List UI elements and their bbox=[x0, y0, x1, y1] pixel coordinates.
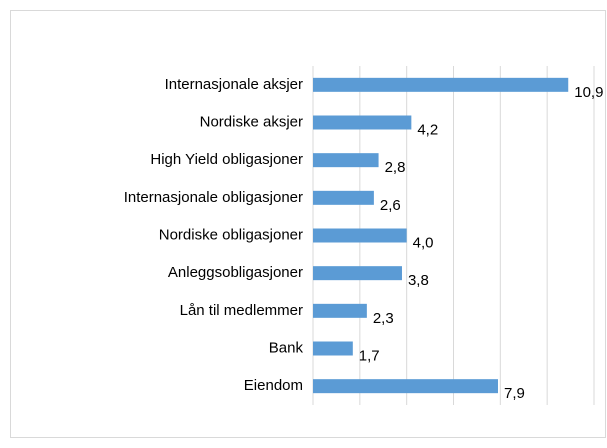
y-tick-label: Eiendom bbox=[244, 377, 303, 394]
bar bbox=[313, 77, 569, 92]
bar bbox=[313, 341, 353, 356]
y-tick-label: Internasjonale obligasjoner bbox=[124, 189, 303, 206]
bar bbox=[313, 266, 402, 281]
data-label: 2,8 bbox=[385, 159, 406, 176]
data-label: 4,2 bbox=[417, 121, 438, 138]
bar bbox=[313, 190, 374, 205]
y-tick-label: Nordiske obligasjoner bbox=[159, 226, 303, 243]
data-label: 1,7 bbox=[359, 347, 380, 364]
bar bbox=[313, 228, 407, 243]
data-label: 4,0 bbox=[413, 234, 434, 251]
bar bbox=[313, 115, 412, 130]
data-label: 2,6 bbox=[380, 197, 401, 214]
data-label: 2,3 bbox=[373, 310, 394, 327]
y-tick-label: Anleggsobligasjoner bbox=[168, 264, 303, 281]
data-label: 7,9 bbox=[504, 385, 525, 402]
y-tick-label: Bank bbox=[269, 339, 304, 356]
bar bbox=[313, 153, 379, 168]
data-label: 10,9 bbox=[574, 84, 603, 101]
y-tick-label: Internasjonale aksjer bbox=[165, 76, 303, 93]
chart-border bbox=[10, 10, 606, 438]
y-tick-label: High Yield obligasjoner bbox=[150, 151, 303, 168]
y-tick-label: Nordiske aksjer bbox=[200, 113, 303, 130]
bar bbox=[313, 379, 498, 394]
data-label: 3,8 bbox=[408, 272, 429, 289]
y-tick-label: Lån til medlemmer bbox=[180, 302, 303, 319]
bar bbox=[313, 303, 367, 318]
